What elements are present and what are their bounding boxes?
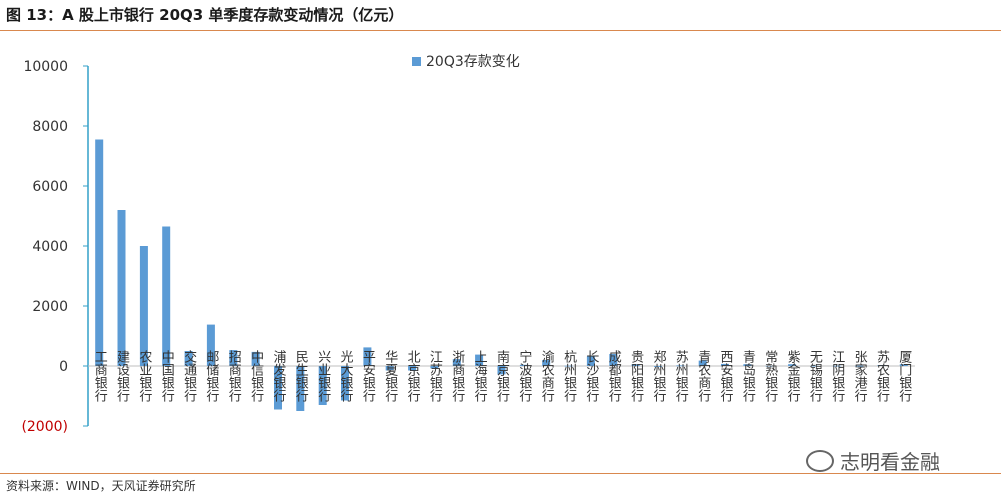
bar	[139, 246, 148, 366]
category-label: 平安银行	[360, 350, 376, 403]
y-tick-label: 2000	[32, 299, 68, 315]
bar-chart: 10000 8000 6000 4000 2000 0 (2000) 工商银行 建设银行 农业银…	[21, 54, 915, 435]
bar	[117, 210, 126, 366]
category-label: 邮储银行	[203, 350, 219, 403]
bar	[296, 366, 305, 411]
category-label: 成都银行	[606, 350, 622, 403]
bar	[385, 366, 394, 371]
figure-title: 图 13：A 股上市银行 20Q3 单季度存款变动情况（亿元）	[6, 6, 404, 24]
category-label: 青岛银行	[740, 350, 756, 403]
y-tick-label: 0	[59, 359, 68, 375]
category-label: 交通银行	[181, 349, 197, 403]
bar	[95, 139, 104, 366]
bar	[609, 354, 618, 366]
bar	[765, 365, 774, 367]
category-label: 张家港行	[852, 350, 868, 403]
bar	[832, 365, 841, 367]
category-label: 中信银行	[248, 350, 264, 403]
y-tick-label: 10000	[23, 59, 68, 75]
bar	[475, 354, 484, 366]
category-label: 无锡银行	[807, 350, 823, 403]
category-label: 北京银行	[405, 350, 421, 403]
y-tick-label: 6000	[32, 179, 68, 195]
bar	[408, 366, 417, 371]
wechat-icon	[806, 449, 834, 472]
y-tick-label: (2000)	[21, 419, 68, 435]
category-label: 紫金银行	[785, 350, 801, 403]
bar	[631, 364, 640, 366]
category-label: 渝农商行	[539, 349, 555, 403]
bar	[564, 365, 573, 367]
category-label: 光大银行	[338, 350, 354, 403]
category-label: 苏州银行	[673, 349, 689, 403]
category-label: 青农商行	[695, 350, 711, 403]
bar	[542, 360, 551, 366]
bar	[855, 365, 864, 367]
category-label: 招商银行	[226, 350, 242, 403]
bar	[162, 226, 171, 366]
category-label: 贵阳银行	[628, 350, 644, 403]
legend: 20Q3存款变化	[412, 54, 520, 70]
category-label: 兴业银行	[315, 350, 331, 403]
watermark: 志明看金融	[806, 446, 940, 475]
category-label: 农业银行	[136, 350, 152, 403]
watermark-text: 志明看金融	[840, 450, 940, 474]
category-label: 苏农银行	[874, 349, 890, 403]
category-label: 南京银行	[494, 349, 510, 403]
y-tick-label: 4000	[32, 239, 68, 255]
category-label: 郑州银行	[651, 350, 667, 403]
category-label: 厦门银行	[896, 350, 912, 403]
category-label: 浦发银行	[271, 350, 287, 403]
bar	[363, 347, 372, 366]
bar	[318, 366, 327, 405]
bar	[519, 364, 528, 366]
bar	[274, 366, 282, 410]
legend-swatch	[412, 57, 421, 66]
bar	[743, 364, 752, 366]
category-label: 杭州银行	[561, 350, 577, 403]
bar	[721, 363, 729, 366]
bar	[877, 365, 886, 366]
category-label: 中国银行	[159, 350, 175, 403]
bar	[430, 366, 439, 369]
bar	[676, 365, 685, 367]
bar	[206, 324, 215, 366]
category-label: 宁波银行	[516, 349, 532, 403]
bar	[586, 356, 595, 366]
bar	[184, 351, 193, 366]
bar	[452, 359, 461, 366]
bar	[654, 366, 662, 367]
source-note: 资料来源：WIND，天风证券研究所	[6, 479, 196, 493]
bar-series	[95, 139, 908, 411]
category-label: 西安银行	[718, 350, 734, 403]
bar	[899, 364, 908, 366]
category-label: 江阴银行	[829, 350, 845, 403]
bottom-divider	[0, 473, 1001, 474]
category-label: 上海银行	[472, 350, 488, 403]
bar	[497, 366, 506, 375]
bar	[698, 360, 707, 366]
category-labels: 工商银行 建设银行 农业银行 中国银行 交通银行 邮储银行 招商银行 中信银行 浦发银行 民生银行…	[92, 349, 912, 403]
bar	[229, 350, 238, 366]
y-tick-label: 8000	[32, 119, 68, 135]
category-label: 江苏银行	[427, 350, 443, 403]
category-label: 建设银行	[114, 350, 130, 403]
category-label: 浙商银行	[449, 350, 465, 403]
bar	[251, 351, 260, 366]
legend-label: 20Q3存款变化	[426, 54, 520, 70]
bar	[788, 364, 797, 366]
category-label: 长沙银行	[583, 350, 599, 403]
category-label: 常熟银行	[762, 350, 778, 403]
top-divider	[0, 30, 1001, 31]
category-label: 民生银行	[293, 350, 309, 403]
bar	[810, 365, 819, 367]
bar	[341, 366, 349, 401]
category-label: 华夏银行	[382, 350, 398, 403]
y-axis: 10000 8000 6000 4000 2000 0 (2000)	[21, 59, 915, 435]
category-label: 工商银行	[92, 350, 108, 403]
